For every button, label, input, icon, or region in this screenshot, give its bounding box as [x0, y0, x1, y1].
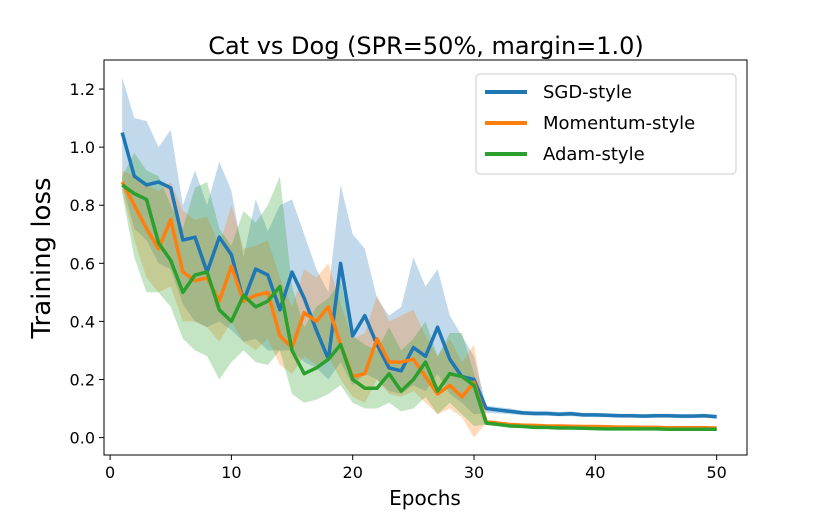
legend-label-adam-style: Adam-style [543, 144, 645, 165]
legend: SGD-style Momentum-style Adam-style [475, 73, 737, 175]
x-tick-label: 10 [221, 463, 241, 482]
y-tick-label: 0.0 [70, 429, 95, 448]
band-adam-style [122, 152, 717, 431]
x-tick-label: 20 [343, 463, 363, 482]
y-tick-label: 0.4 [70, 312, 95, 331]
line-adam-style [121, 183, 717, 431]
y-tick-label: 1.2 [70, 80, 95, 99]
y-tick-label: 0.2 [70, 370, 95, 389]
legend-label-sgd-style: SGD-style [543, 82, 632, 103]
y-tick-label: 0.8 [70, 196, 95, 215]
x-tick-label: 30 [464, 463, 484, 482]
y-axis-label: Training loss [27, 177, 57, 339]
y-tick-label: 0.6 [70, 254, 95, 273]
legend-frame [475, 73, 737, 175]
chart-title: Cat vs Dog (SPR=50%, margin=1.0) [208, 32, 644, 60]
y-tick-label: 1.0 [70, 138, 95, 157]
plot-frame [103, 59, 748, 456]
x-tick-label: 50 [706, 463, 726, 482]
y-axis-ticks: 0.0 0.2 0.4 0.6 0.8 1.0 1.2 [70, 80, 104, 448]
x-axis-label: Epochs [389, 486, 461, 510]
band-sgd-style [122, 77, 717, 419]
x-tick-label: 40 [585, 463, 605, 482]
legend-label-momentum-style: Momentum-style [543, 113, 695, 134]
x-axis-ticks: 0 10 20 30 40 50 [105, 455, 727, 482]
series-lines [120, 132, 717, 431]
x-tick-label: 0 [105, 463, 115, 482]
line-sgd-style [120, 132, 717, 419]
